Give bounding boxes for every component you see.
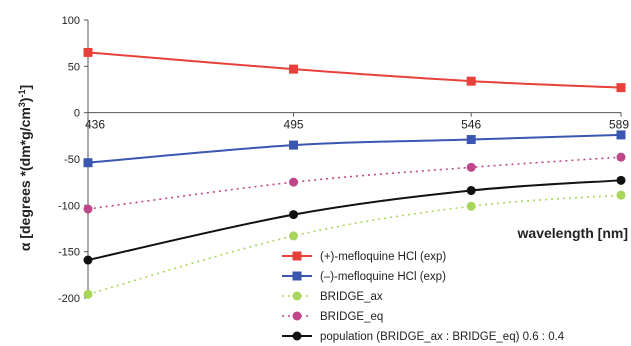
series-0 (83, 47, 626, 93)
legend-item: BRIDGE_ax (282, 291, 383, 303)
x-tick-label: 589 (609, 118, 629, 132)
series-1 (83, 130, 626, 168)
legend-label: population (BRIDGE_ax : BRIDGE_eq) 0.6 :… (320, 331, 565, 343)
y-tick-label: -150 (58, 247, 80, 259)
data-point (466, 201, 476, 211)
legend-marker (292, 291, 302, 301)
x-axis-label: wavelength [nm] (517, 225, 628, 241)
legend-item: (–)-mefloquine HCl (exp) (282, 271, 446, 283)
series-line (87, 179, 622, 261)
legend-marker (292, 331, 302, 341)
data-point (289, 140, 299, 150)
data-point (83, 158, 93, 168)
y-tick-label: 50 (68, 61, 80, 73)
y-tick-label: -100 (58, 200, 80, 212)
series-3 (83, 152, 626, 214)
data-point (289, 64, 299, 74)
legend-label: (–)-mefloquine HCl (exp) (320, 271, 446, 283)
legend-marker (292, 311, 302, 321)
series-4 (83, 175, 626, 265)
legend-label: (+)-mefloquine HCl (exp) (320, 251, 446, 263)
data-point (466, 186, 476, 196)
data-point (289, 177, 299, 187)
x-tick-label: 495 (284, 118, 304, 132)
legend-item: (+)-mefloquine HCl (exp) (282, 251, 446, 263)
legend-marker (292, 251, 302, 261)
data-point (616, 190, 626, 200)
series-line (87, 194, 622, 296)
x-tick-label: 546 (461, 118, 481, 132)
data-point (616, 152, 626, 162)
data-point (466, 135, 476, 145)
data-point (616, 130, 626, 140)
axes: 100 50 0 -50 -100 -150 -200 436 495 546 589 (58, 15, 629, 305)
y-tick-label: -200 (58, 293, 80, 305)
data-point (83, 204, 93, 214)
y-tick-label: 100 (62, 15, 80, 27)
data-point (83, 289, 93, 299)
y-axis-label: α [degrees *(dm*g/cm3)-1] (17, 85, 33, 251)
legend: (+)-mefloquine HCl (exp) (–)-mefloquine H… (282, 251, 565, 343)
legend-label: BRIDGE_ax (320, 291, 383, 303)
data-point (289, 210, 299, 220)
data-point (466, 162, 476, 172)
x-tick-label: 436 (85, 118, 105, 132)
series-line (87, 51, 622, 89)
data-point (289, 231, 299, 241)
y-tick-label: -50 (64, 154, 80, 166)
series-layer (83, 47, 626, 299)
legend-item: population (BRIDGE_ax : BRIDGE_eq) 0.6 :… (282, 331, 565, 343)
legend-marker (292, 271, 302, 281)
legend-item: BRIDGE_eq (282, 311, 383, 323)
data-point (83, 255, 93, 265)
data-point (616, 83, 626, 93)
data-point (466, 76, 476, 86)
data-point (83, 47, 93, 57)
series-line (87, 133, 622, 164)
data-point (616, 175, 626, 185)
y-tick-label: 0 (74, 108, 80, 120)
legend-label: BRIDGE_eq (320, 311, 383, 323)
series-line (87, 156, 622, 210)
series-2 (83, 190, 626, 299)
